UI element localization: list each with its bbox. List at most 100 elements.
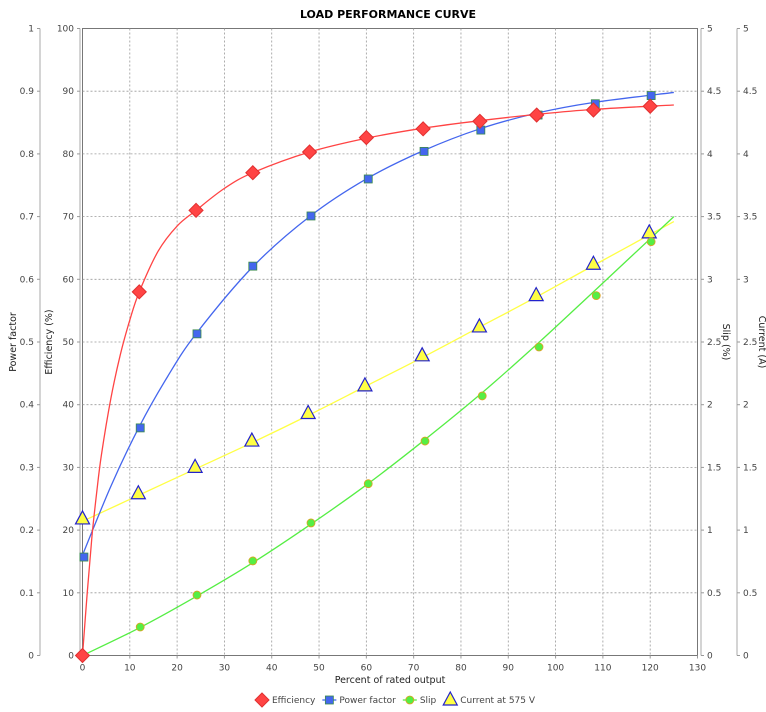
power-point — [419, 146, 429, 156]
current-tick-label: 5 — [743, 25, 749, 35]
slip-point — [192, 590, 202, 600]
legend-power-icon — [324, 695, 334, 705]
power-point — [248, 261, 258, 271]
slip-axis-label: Slip (%) — [720, 324, 731, 361]
slip-tick-label: 2 — [707, 401, 713, 411]
x-tick-label: 120 — [642, 664, 659, 674]
current-tick-label: 4.5 — [743, 87, 757, 97]
current-tick-label: 3.5 — [743, 213, 757, 223]
slip-tick-label: 2.5 — [707, 338, 721, 348]
power-factor-tick-label: 0.4 — [20, 401, 35, 411]
slip-point — [477, 391, 487, 401]
power-factor-tick-label: 0.3 — [20, 463, 34, 473]
current-axis-label: Current (A) — [756, 316, 766, 369]
efficiency-point — [472, 113, 488, 130]
efficiency-tick-label: 40 — [63, 401, 75, 411]
current-point — [356, 376, 373, 392]
power-factor-axis-label: Power factor — [8, 312, 19, 372]
slip-point — [135, 622, 145, 632]
current-point — [130, 484, 147, 500]
current-point — [74, 509, 91, 525]
current-point — [300, 404, 317, 420]
chart-title: LOAD PERFORMANCE CURVE — [300, 8, 476, 21]
efficiency-point — [188, 202, 204, 219]
slip-point — [306, 518, 316, 528]
efficiency-point — [74, 647, 91, 664]
efficiency-point — [642, 98, 658, 114]
slip-tick-label: 4 — [707, 150, 713, 160]
current-point — [414, 346, 431, 362]
x-tick-label: 0 — [80, 664, 86, 674]
power-factor-tick-label: 0.9 — [20, 87, 35, 97]
efficiency-point — [415, 121, 431, 137]
slip-tick-label: 1.5 — [707, 463, 721, 473]
power-factor-tick-label: 0.6 — [20, 275, 35, 285]
power-point — [363, 174, 373, 184]
legend: Efficiency Power factor Slip Current at 575… — [254, 690, 536, 708]
slip-tick-label: 0 — [707, 652, 713, 662]
x-tick-label: 80 — [455, 664, 467, 674]
slip-tick-label: 1 — [707, 526, 713, 536]
efficiency-point — [301, 144, 318, 160]
power-factor-tick-label: 0.5 — [20, 338, 34, 348]
power-factor-tick-label: 0.8 — [20, 150, 35, 160]
axes: 0 10 20 30 40 50 60 70 80 90 100 110 120 13000.10.20.… — [20, 25, 758, 674]
efficiency-tick-label: 50 — [63, 338, 75, 348]
x-tick-label: 100 — [547, 664, 564, 674]
efficiency-tick-label: 20 — [63, 526, 75, 536]
efficiency-tick-label: 100 — [57, 25, 74, 35]
efficiency-tick-label: 0 — [68, 652, 74, 662]
plot-area — [74, 91, 675, 664]
power-factor-tick-label: 0.2 — [20, 526, 34, 536]
slip-point — [534, 342, 544, 352]
current-tick-label: 4 — [743, 150, 749, 160]
slip-tick-label: 3 — [707, 275, 713, 285]
current-tick-label: 2 — [743, 401, 749, 411]
power-factor-tick-label: 0.1 — [20, 589, 34, 599]
efficiency-tick-label: 10 — [63, 589, 75, 599]
current-tick-label: 1 — [743, 526, 749, 536]
efficiency-point — [131, 284, 147, 300]
efficiency-point — [358, 129, 375, 146]
slip-tick-label: 5 — [707, 25, 713, 35]
power-point — [79, 552, 89, 562]
x-tick-label: 10 — [124, 664, 136, 674]
efficiency-tick-label: 80 — [63, 150, 75, 160]
power-factor-tick-label: 0.7 — [20, 213, 34, 223]
power-point — [306, 211, 316, 221]
x-tick-label: 20 — [171, 664, 183, 674]
efficiency-point — [528, 107, 545, 123]
current-tick-label: 3 — [743, 275, 749, 285]
efficiency-tick-label: 90 — [63, 87, 75, 97]
slip-tick-label: 3.5 — [707, 213, 721, 223]
slip-point — [248, 556, 258, 566]
power-point — [192, 329, 202, 339]
current-point — [585, 254, 602, 270]
current-tick-label: 1.5 — [743, 463, 757, 473]
x-tick-label: 70 — [408, 664, 420, 674]
current-point — [471, 317, 488, 333]
efficiency-point — [245, 165, 261, 181]
power-factor-tick-label: 1 — [28, 25, 34, 35]
legend-power-label: Power factor — [339, 696, 396, 706]
efficiency-tick-label: 60 — [63, 275, 75, 285]
legend-efficiency-icon — [254, 692, 270, 708]
efficiency-axis-label: Efficiency (%) — [44, 309, 55, 374]
current-tick-label: 2.5 — [743, 338, 757, 348]
efficiency-tick-label: 30 — [63, 463, 75, 473]
x-tick-label: 90 — [503, 664, 515, 674]
x-axis-label: Percent of rated output — [335, 675, 446, 686]
efficiency-fit-line — [81, 104, 674, 656]
current-tick-label: 0 — [743, 652, 749, 662]
current-point — [243, 431, 260, 447]
slip-point — [420, 436, 430, 446]
x-tick-label: 130 — [689, 664, 706, 674]
slip-point — [363, 479, 373, 489]
x-tick-label: 110 — [594, 664, 611, 674]
power-factor-tick-label: 0 — [28, 652, 34, 662]
slip-tick-label: 0.5 — [707, 589, 721, 599]
x-tick-label: 30 — [219, 664, 231, 674]
legend-slip-icon — [405, 695, 415, 705]
efficiency-tick-label: 70 — [63, 213, 75, 223]
